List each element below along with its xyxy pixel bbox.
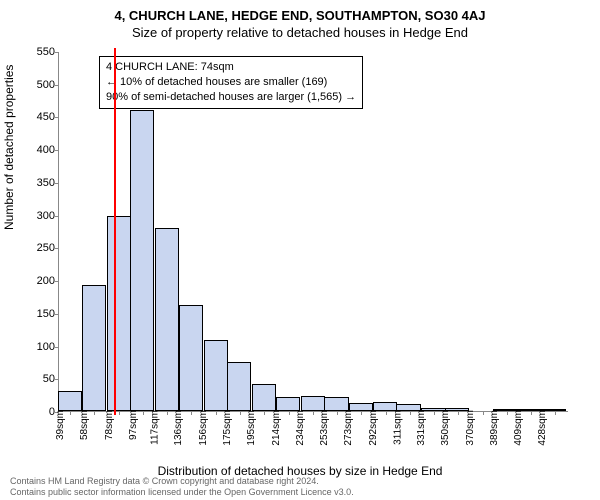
x-tick-mark: [458, 411, 459, 415]
x-tick-mark: [240, 411, 241, 415]
x-tick-mark: [216, 411, 217, 415]
x-tick-label: 234sqm: [295, 410, 306, 446]
x-tick-label: 409sqm: [513, 410, 524, 446]
y-tick-label: 350: [21, 177, 55, 189]
plot-area: 4 CHURCH LANE: 74sqm ← 10% of detached h…: [58, 52, 568, 412]
histogram-bar: [179, 305, 203, 411]
y-tick-label: 100: [21, 341, 55, 353]
y-tick-mark: [55, 248, 59, 249]
info-line-1: 4 CHURCH LANE: 74sqm: [106, 60, 356, 75]
x-tick-label: 58sqm: [79, 410, 90, 440]
histogram-bar: [276, 397, 300, 411]
chart-container: 4, CHURCH LANE, HEDGE END, SOUTHAMPTON, …: [0, 0, 600, 500]
y-tick-mark: [55, 150, 59, 151]
y-tick-label: 50: [21, 373, 55, 385]
x-tick-label: 97sqm: [128, 410, 139, 440]
x-tick-mark: [143, 411, 144, 415]
title-address: 4, CHURCH LANE, HEDGE END, SOUTHAMPTON, …: [0, 0, 600, 23]
histogram-bar: [301, 396, 325, 411]
x-tick-mark: [167, 411, 168, 415]
x-tick-mark: [337, 411, 338, 415]
info-line-3: 90% of semi-detached houses are larger (…: [106, 90, 356, 105]
info-line-2: ← 10% of detached houses are smaller (16…: [106, 75, 356, 90]
y-tick-label: 450: [21, 111, 55, 123]
y-tick-mark: [55, 347, 59, 348]
y-tick-mark: [55, 52, 59, 53]
x-tick-mark: [434, 411, 435, 415]
x-tick-label: 253sqm: [319, 410, 330, 446]
y-tick-label: 250: [21, 242, 55, 254]
x-tick-mark: [119, 411, 120, 415]
x-tick-label: 273sqm: [343, 410, 354, 446]
x-tick-label: 370sqm: [465, 410, 476, 446]
x-tick-mark: [289, 411, 290, 415]
histogram-bar: [204, 340, 228, 411]
x-tick-label: 156sqm: [198, 410, 209, 446]
x-tick-label: 214sqm: [271, 410, 282, 446]
y-axis-label: Number of detached properties: [2, 65, 16, 230]
x-tick-mark: [531, 411, 532, 415]
x-tick-label: 39sqm: [55, 410, 66, 440]
histogram-bar: [227, 362, 251, 411]
x-tick-mark: [94, 411, 95, 415]
x-tick-label: 389sqm: [489, 410, 500, 446]
x-tick-mark: [386, 411, 387, 415]
y-tick-mark: [55, 379, 59, 380]
x-tick-mark: [313, 411, 314, 415]
x-tick-mark: [483, 411, 484, 415]
y-tick-mark: [55, 281, 59, 282]
x-tick-label: 428sqm: [538, 410, 549, 446]
x-tick-label: 175sqm: [222, 410, 233, 446]
histogram-bar: [130, 110, 154, 411]
y-tick-label: 500: [21, 79, 55, 91]
footer-line-1: Contains HM Land Registry data © Crown c…: [10, 476, 354, 487]
y-tick-mark: [55, 314, 59, 315]
y-tick-label: 300: [21, 210, 55, 222]
histogram-bar: [107, 216, 131, 411]
x-tick-label: 331sqm: [416, 410, 427, 446]
x-tick-label: 117sqm: [150, 410, 161, 445]
y-tick-label: 550: [21, 46, 55, 58]
x-tick-mark: [507, 411, 508, 415]
histogram-bar: [155, 228, 179, 411]
x-tick-mark: [555, 411, 556, 415]
x-tick-mark: [264, 411, 265, 415]
y-tick-label: 400: [21, 144, 55, 156]
x-tick-label: 350sqm: [440, 410, 451, 446]
x-tick-label: 195sqm: [246, 410, 257, 446]
x-tick-label: 136sqm: [174, 410, 185, 446]
histogram-bar: [82, 285, 106, 411]
x-tick-label: 292sqm: [368, 410, 379, 446]
x-tick-mark: [410, 411, 411, 415]
x-tick-mark: [361, 411, 362, 415]
y-tick-mark: [55, 117, 59, 118]
title-subtitle: Size of property relative to detached ho…: [0, 23, 600, 40]
y-tick-mark: [55, 183, 59, 184]
histogram-bar: [252, 384, 276, 411]
y-tick-mark: [55, 216, 59, 217]
y-tick-label: 0: [21, 406, 55, 418]
y-tick-mark: [55, 85, 59, 86]
info-box: 4 CHURCH LANE: 74sqm ← 10% of detached h…: [99, 56, 363, 109]
footer-line-2: Contains public sector information licen…: [10, 487, 354, 498]
reference-line: [114, 48, 116, 415]
footer: Contains HM Land Registry data © Crown c…: [10, 476, 354, 498]
x-tick-mark: [191, 411, 192, 415]
x-tick-label: 311sqm: [392, 410, 403, 445]
histogram-bar: [324, 397, 348, 411]
y-tick-label: 150: [21, 308, 55, 320]
x-tick-mark: [70, 411, 71, 415]
histogram-bar: [58, 391, 82, 411]
y-tick-label: 200: [21, 275, 55, 287]
